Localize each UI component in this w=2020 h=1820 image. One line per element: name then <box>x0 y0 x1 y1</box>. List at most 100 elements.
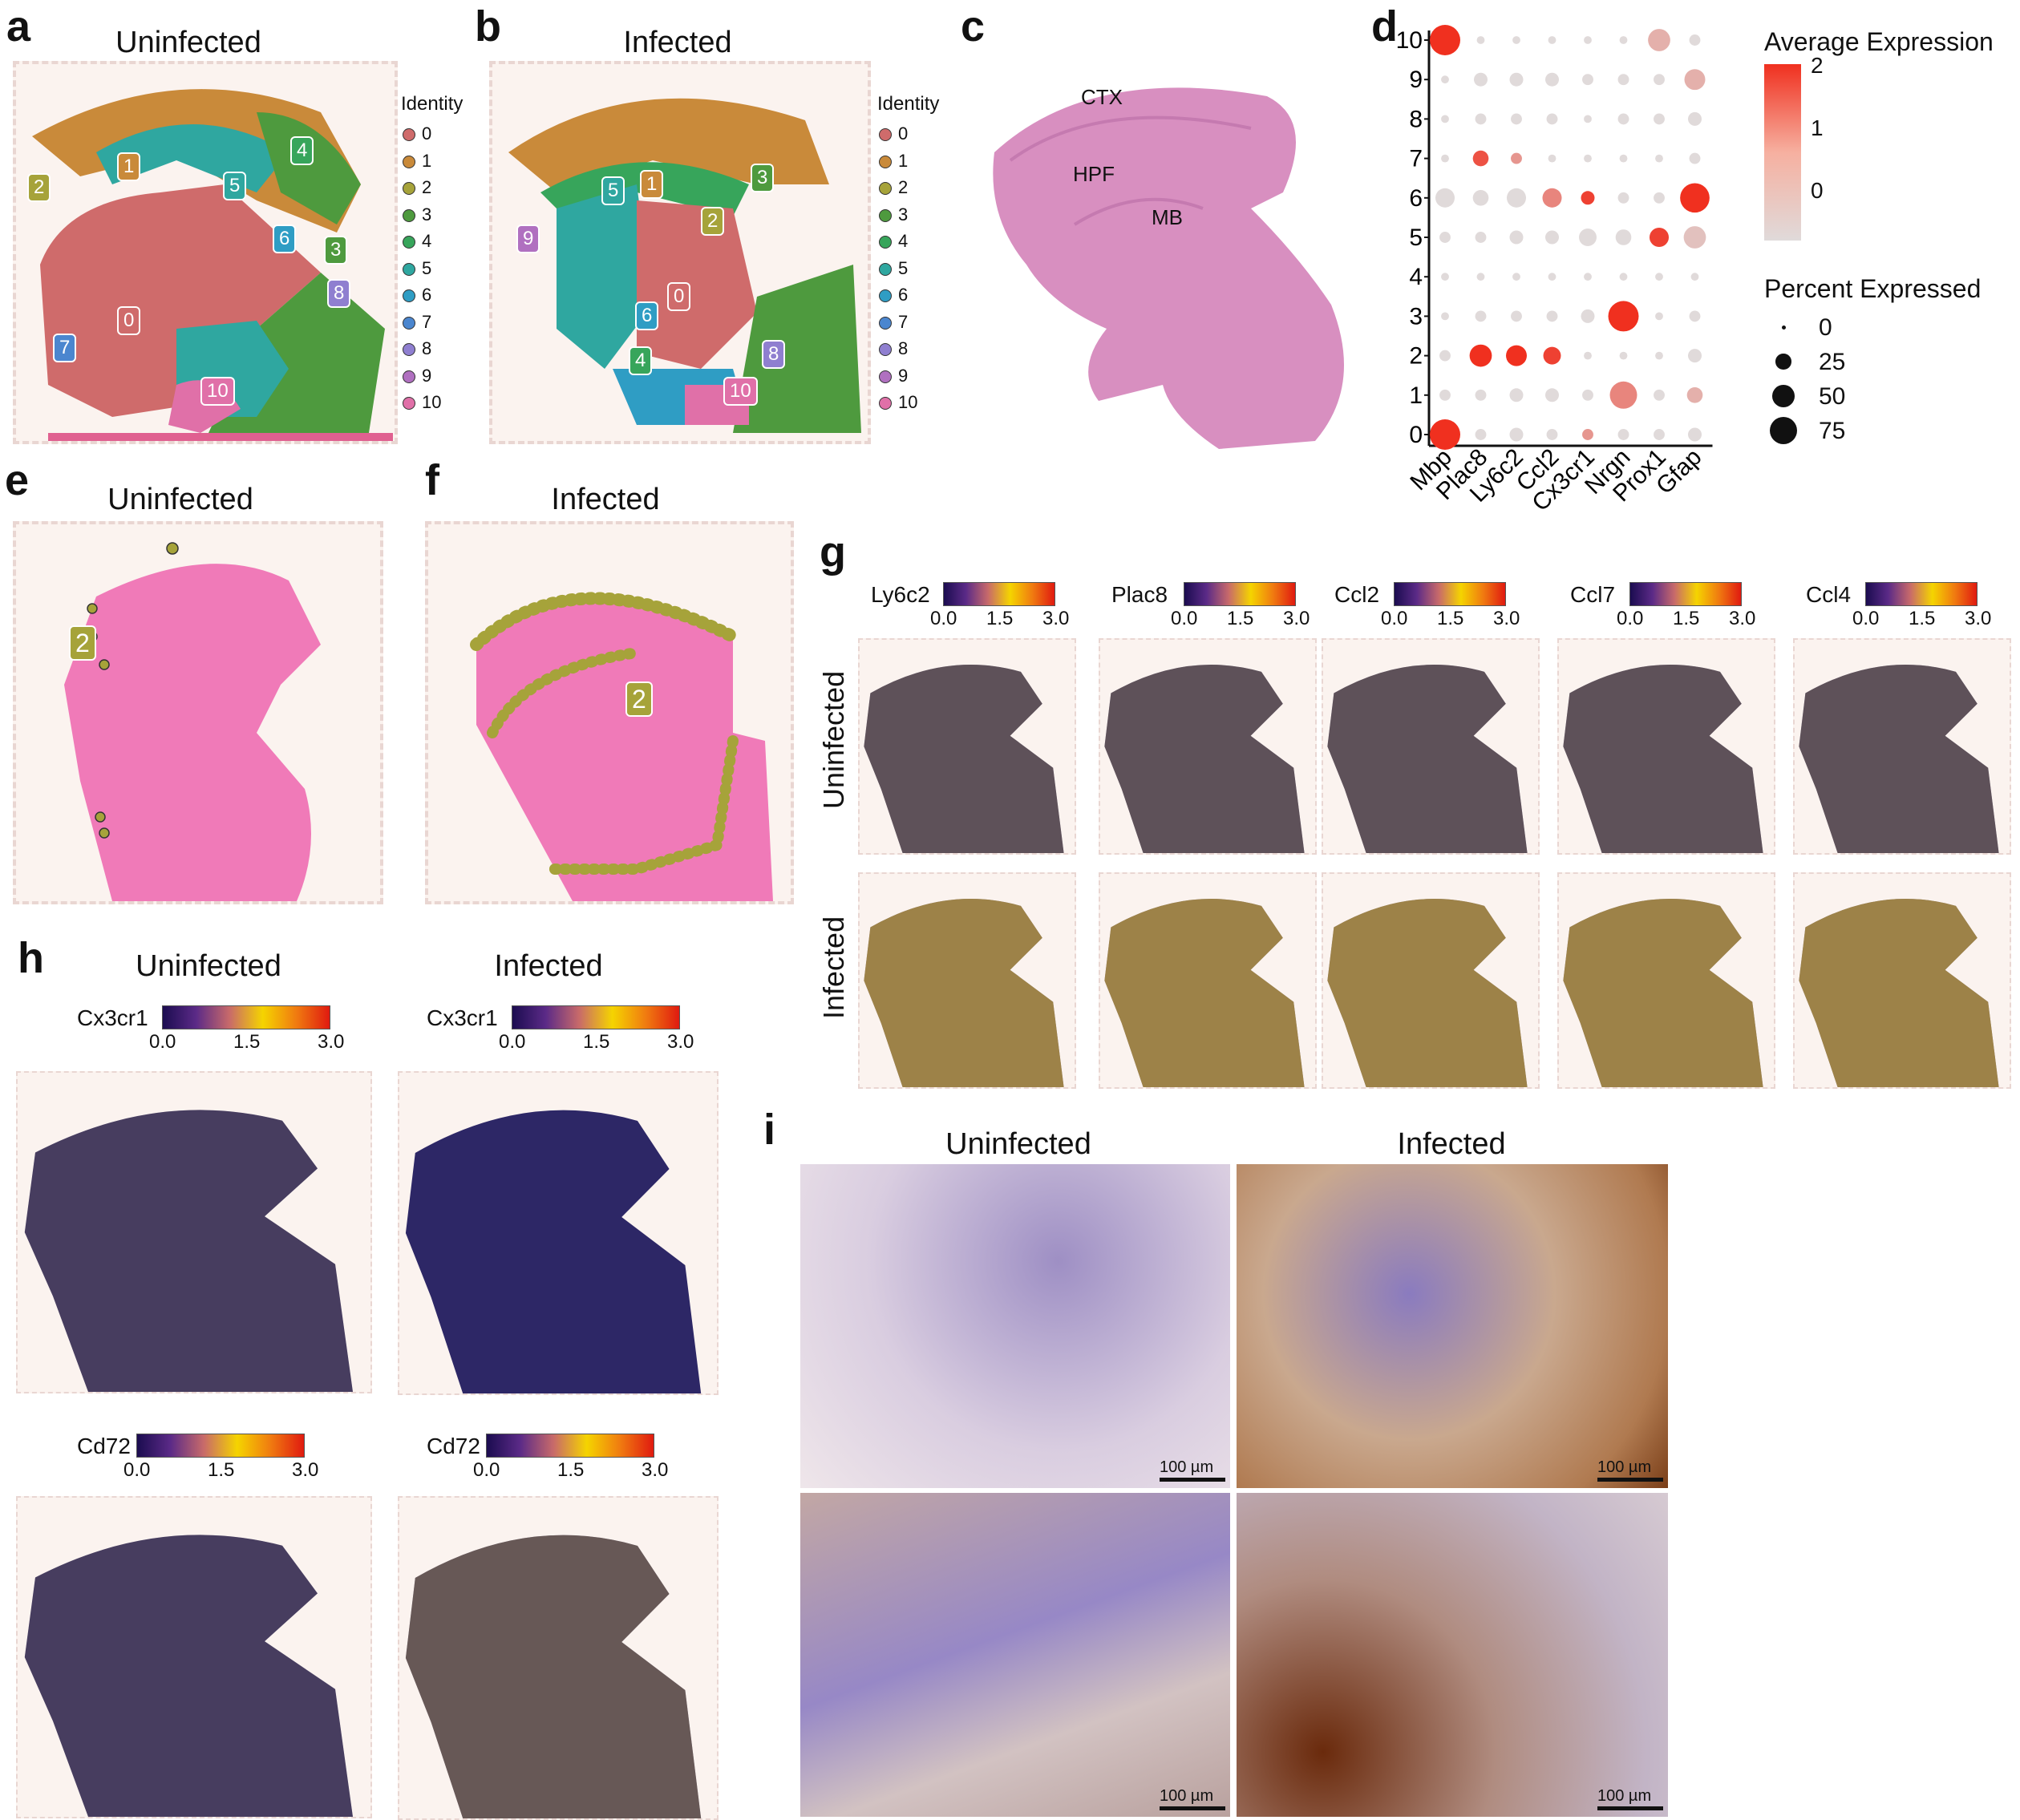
dot-1-Gfap <box>1686 386 1703 403</box>
colorbar-tick: 1.5 <box>1227 608 1254 629</box>
panel-f-title: Infected <box>551 483 660 516</box>
colorbar-tick: 0.0 <box>1617 608 1644 629</box>
expression-colorbar <box>1184 582 1296 606</box>
dot-8-Plac8 <box>1475 113 1487 125</box>
dot-5-Nrgn <box>1615 229 1632 245</box>
legend-label: 4 <box>898 231 909 251</box>
y-tick-label: 4 <box>1409 264 1423 290</box>
percent-legend-label: 25 <box>1819 349 1846 375</box>
dot-8-Nrgn <box>1617 113 1629 125</box>
dot-1-Ccl2 <box>1545 388 1559 402</box>
dot-6-Ly6c2 <box>1506 188 1527 208</box>
dot-3-Ly6c2 <box>1511 310 1522 322</box>
gene-label: Ccl4 <box>1806 582 1852 607</box>
region-label-ctx: CTX <box>1081 85 1123 109</box>
cluster-tag-5: 5 <box>601 176 625 205</box>
tissue-region <box>1104 665 1305 853</box>
dot-7-Prox1 <box>1655 154 1663 163</box>
cluster-tag-4: 4 <box>290 136 314 165</box>
row-label-uninfected: Uninfected <box>817 670 850 810</box>
expression-colorbar <box>1865 582 1977 606</box>
y-tick-label: 5 <box>1409 224 1423 251</box>
dot-plot: 109876543210MbpPlac8Ly6c2Ccl2Cx3cr1NrgnP… <box>1396 25 1713 516</box>
legend-swatch <box>403 316 415 330</box>
dot-2-Nrgn <box>1619 351 1628 360</box>
legend-label: 3 <box>422 204 432 224</box>
dot-3-Cx3cr1 <box>1581 309 1595 323</box>
avg-expression-title: Average Expression <box>1764 27 1994 56</box>
panel-label-i: i <box>763 1106 776 1154</box>
ihc-uninfected-top: 100 µm <box>800 1164 1230 1488</box>
dot-0-Plac8 <box>1475 429 1487 440</box>
cluster-tag-8: 8 <box>762 340 786 369</box>
legend-label: 6 <box>422 285 432 305</box>
panel-label-g: g <box>820 528 846 576</box>
colorbar-tick: 1.5 <box>557 1459 585 1481</box>
colorbar-tick: 3.0 <box>292 1459 319 1481</box>
colorbar-tick: 1.5 <box>986 608 1014 629</box>
expr-map-ccl4-uninfected <box>1793 638 2011 855</box>
gene-label: Cx3cr1 <box>77 1005 148 1030</box>
panel-label-a: a <box>6 2 31 51</box>
percent-legend-dot <box>1775 354 1791 370</box>
dot-7-Plac8 <box>1472 150 1489 167</box>
expression-overlay <box>864 665 1064 853</box>
colorbar-tick: 3.0 <box>318 1031 345 1053</box>
colorbar-tick: 1.5 <box>1673 608 1700 629</box>
legend-swatch <box>403 128 415 141</box>
dot-1-Nrgn <box>1609 381 1637 409</box>
dot-0-Nrgn <box>1617 429 1629 440</box>
dot-1-Prox1 <box>1654 389 1665 401</box>
region-label-mb: MB <box>1152 205 1183 229</box>
legend-label: 4 <box>422 231 432 251</box>
cluster-tag-0: 0 <box>117 306 141 335</box>
percent-legend-dot <box>1781 325 1786 330</box>
dot-0-Prox1 <box>1654 429 1665 440</box>
y-tick-label: 6 <box>1409 185 1423 212</box>
percent-legend-label: 50 <box>1819 383 1846 410</box>
colorbar-tick: 1.5 <box>233 1031 261 1053</box>
expr-map-ccl7-uninfected <box>1557 638 1775 855</box>
dot-4-Plac8 <box>1476 273 1485 281</box>
dot-1-Plac8 <box>1475 389 1487 401</box>
gene-label: Cd72 <box>77 1434 131 1458</box>
legend-label: 8 <box>898 338 909 358</box>
dot-8-Ly6c2 <box>1511 113 1522 125</box>
dot-0-Mbp <box>1430 419 1460 450</box>
expression-overlay <box>1327 899 1528 1087</box>
panel-label-b: b <box>475 2 501 51</box>
legend-swatch <box>879 128 892 141</box>
cluster2-svg-f <box>470 592 773 901</box>
gene-label: Ccl2 <box>1334 582 1380 607</box>
dot-2-Prox1 <box>1655 351 1663 360</box>
dot-8-Mbp <box>1441 115 1449 123</box>
colorbar-tick: 3.0 <box>667 1031 694 1053</box>
expression-overlay <box>1799 899 1999 1087</box>
tissue-spots <box>1104 899 1305 1087</box>
dot-5-Cx3cr1 <box>1579 229 1597 246</box>
expr-map-cx3cr1-infected <box>398 1071 719 1395</box>
tissue-spots <box>1563 899 1763 1087</box>
dot-9-Cx3cr1 <box>1582 74 1593 86</box>
percent-legend-dot <box>1770 417 1797 444</box>
dot-3-Nrgn <box>1608 301 1639 332</box>
cluster-tag-5: 5 <box>223 172 247 200</box>
legend-swatch <box>879 397 892 410</box>
legend-label: 2 <box>898 177 909 197</box>
dot-10-Cx3cr1 <box>1584 36 1592 44</box>
dot-4-Cx3cr1 <box>1584 273 1592 281</box>
dot-10-Plac8 <box>1476 36 1485 44</box>
y-tick-label: 9 <box>1409 67 1423 93</box>
cluster-tag-3: 3 <box>324 236 348 265</box>
legend-swatch <box>403 370 415 383</box>
cluster-tag-6: 6 <box>635 301 659 330</box>
dot-5-Ly6c2 <box>1509 230 1524 245</box>
dot-7-Nrgn <box>1619 154 1628 163</box>
colorbar-tick: 1.5 <box>1909 608 1936 629</box>
ihc-uninfected-bottom: 100 µm <box>800 1493 1230 1817</box>
he-section-svg <box>993 87 1344 450</box>
cluster-tag-8: 8 <box>327 279 351 308</box>
cluster-tag-2: 2 <box>625 681 653 717</box>
avg-expression-tick: 0 <box>1811 178 1824 203</box>
legend-swatch <box>403 208 415 222</box>
